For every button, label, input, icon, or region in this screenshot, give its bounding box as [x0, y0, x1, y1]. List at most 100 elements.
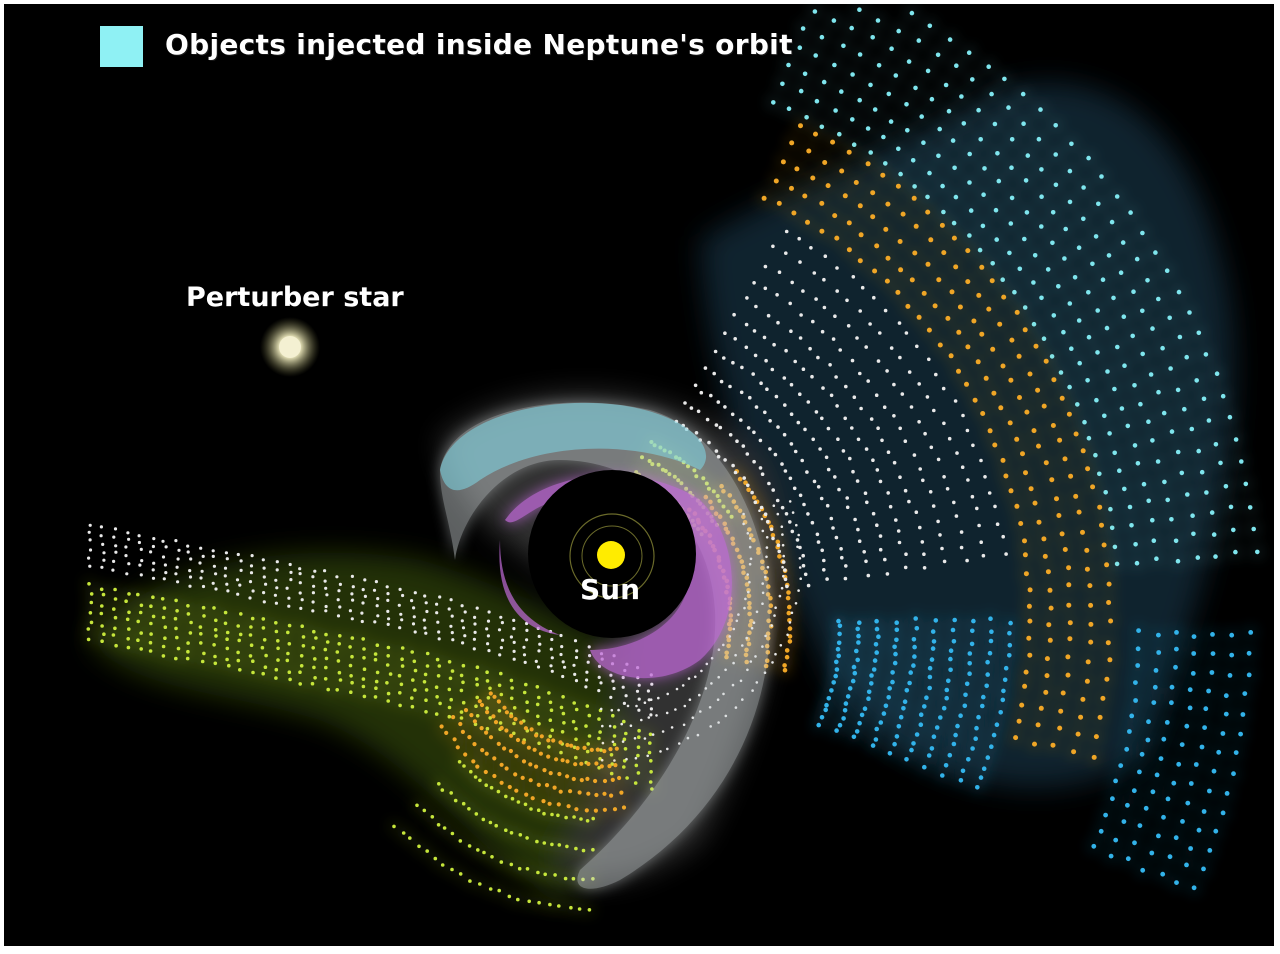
particle: [512, 649, 516, 654]
particle: [1115, 344, 1120, 350]
particle: [287, 596, 291, 600]
particle: [335, 650, 340, 654]
particle: [176, 580, 180, 584]
particle: [138, 563, 142, 567]
particle: [837, 131, 842, 137]
particle: [921, 290, 927, 296]
particle: [398, 626, 402, 630]
particle: [1106, 581, 1112, 587]
particle: [1031, 321, 1037, 327]
particle: [499, 646, 503, 650]
particle: [913, 223, 919, 229]
particle: [1101, 542, 1107, 548]
particle: [372, 588, 377, 592]
particle: [876, 359, 881, 363]
particle: [765, 546, 769, 549]
particle: [926, 753, 932, 758]
particle: [160, 597, 165, 601]
particle: [1127, 504, 1133, 510]
particle: [1189, 426, 1195, 432]
particle: [602, 791, 607, 796]
particle: [716, 400, 721, 404]
particle: [1000, 363, 1006, 369]
particle: [1066, 582, 1072, 588]
particle: [424, 710, 428, 714]
particle: [1069, 141, 1074, 147]
particle: [898, 171, 903, 177]
particle: [1000, 697, 1006, 703]
particle: [324, 665, 328, 670]
particle: [139, 547, 143, 552]
particle: [967, 233, 972, 238]
particle: [455, 745, 460, 750]
particle: [500, 621, 504, 625]
sun-icon: [597, 541, 625, 569]
particle: [636, 745, 641, 749]
particle: [1001, 534, 1005, 539]
particle: [788, 476, 793, 481]
particle: [925, 194, 930, 200]
particle: [1175, 558, 1181, 564]
particle: [696, 409, 701, 414]
particle: [550, 637, 554, 642]
particle: [1153, 250, 1158, 255]
particle: [745, 452, 750, 456]
particle: [733, 337, 737, 341]
particle: [323, 569, 327, 573]
particle: [1038, 107, 1043, 112]
particle: [750, 490, 754, 495]
particle: [1085, 659, 1091, 665]
particle: [780, 81, 785, 87]
particle: [593, 808, 599, 813]
particle: [1129, 713, 1135, 719]
particle: [88, 523, 92, 527]
particle: [1091, 843, 1097, 849]
particle: [788, 500, 792, 503]
particle: [164, 545, 168, 549]
particle: [422, 618, 426, 622]
particle: [89, 600, 94, 605]
particle: [579, 817, 583, 821]
particle: [870, 190, 876, 196]
particle: [1084, 678, 1090, 684]
particle: [124, 545, 128, 549]
particle: [1133, 542, 1138, 547]
particle: [637, 735, 641, 739]
particle: [323, 579, 327, 583]
particle: [772, 342, 776, 347]
particle: [989, 744, 994, 749]
particle: [636, 771, 641, 775]
particle: [742, 476, 746, 480]
particle: [1220, 731, 1226, 736]
particle: [260, 645, 265, 650]
particle: [609, 771, 614, 776]
particle: [898, 475, 902, 480]
particle: [830, 139, 836, 145]
particle: [954, 63, 959, 68]
particle: [885, 201, 891, 207]
particle: [1084, 547, 1090, 553]
particle: [798, 392, 802, 397]
particle: [887, 751, 893, 756]
particle: [759, 381, 763, 386]
particle: [948, 648, 954, 653]
particle: [565, 774, 570, 779]
particle: [262, 638, 267, 642]
particle: [126, 645, 131, 650]
particle: [912, 453, 917, 457]
particle: [648, 732, 653, 737]
particle: [1169, 517, 1174, 522]
particle: [814, 410, 819, 414]
particle: [870, 743, 876, 748]
particle: [1017, 266, 1023, 272]
particle: [212, 564, 216, 568]
particle: [713, 349, 718, 354]
particle: [586, 761, 591, 767]
particle: [1246, 650, 1252, 656]
particle: [902, 699, 908, 704]
particle: [1248, 630, 1254, 635]
particle: [1104, 562, 1110, 568]
particle: [525, 638, 529, 642]
particle: [437, 782, 441, 786]
particle: [436, 674, 441, 678]
